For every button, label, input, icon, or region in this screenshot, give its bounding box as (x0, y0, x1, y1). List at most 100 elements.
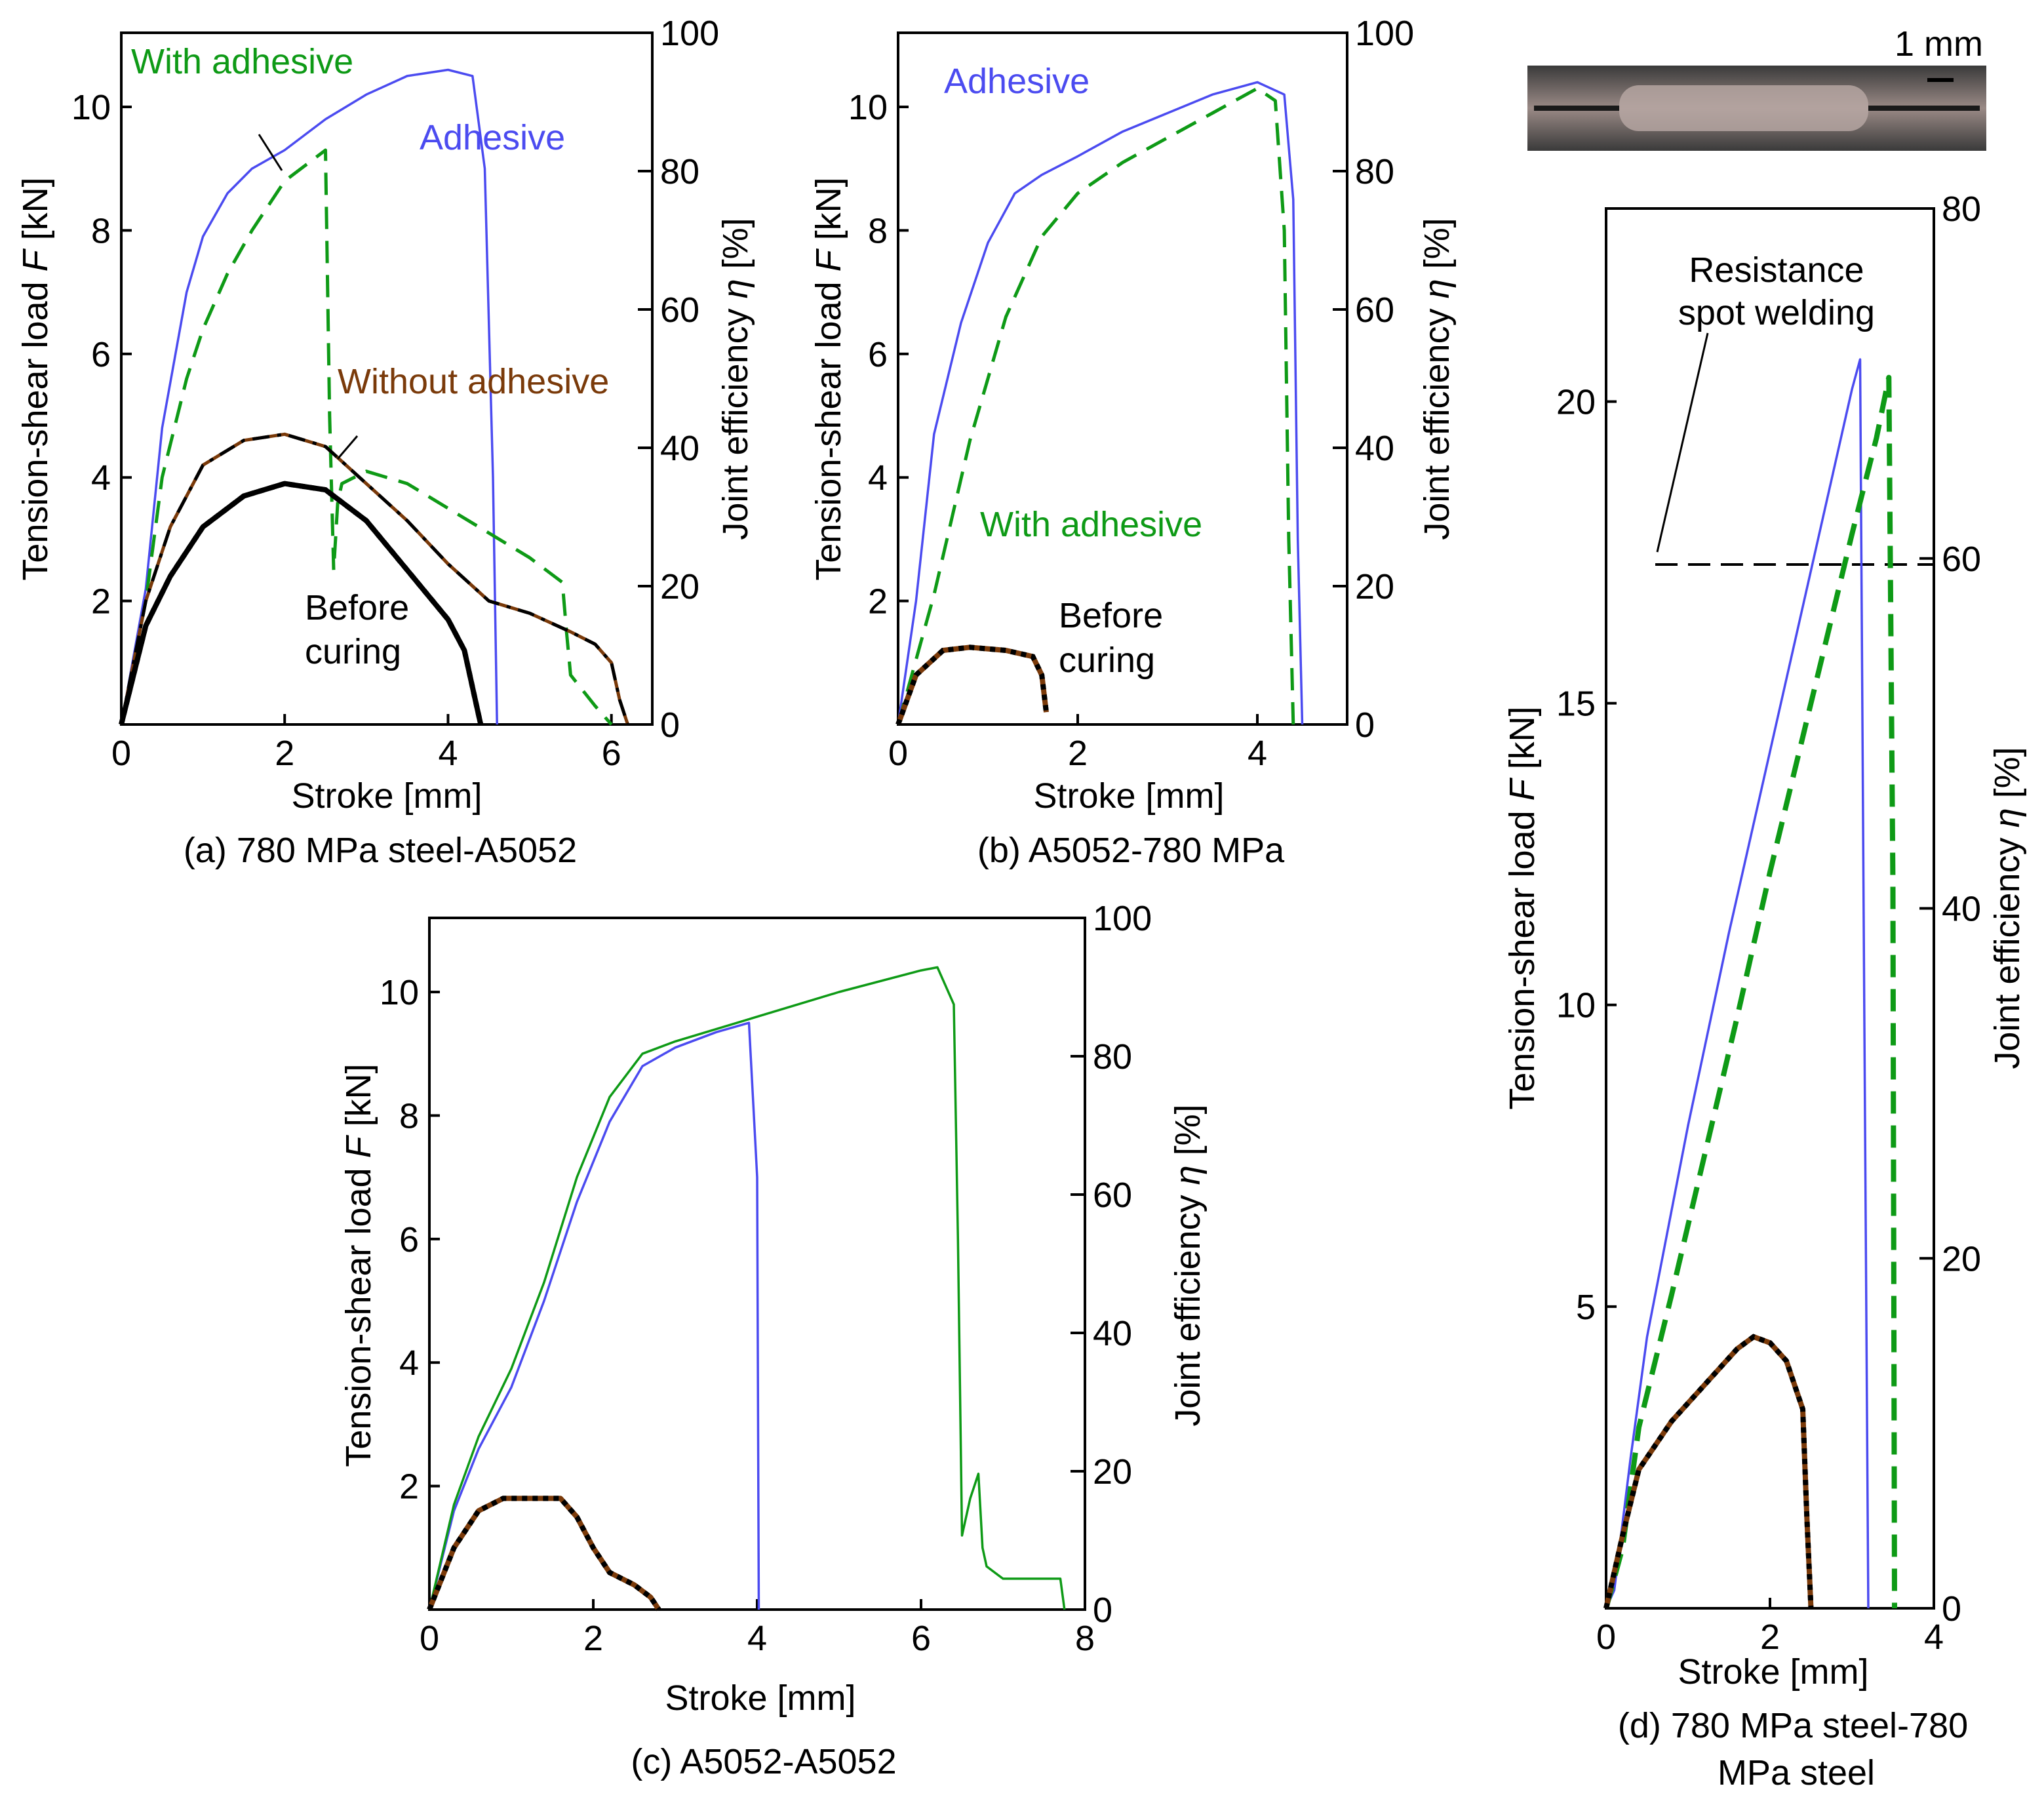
chart-c-y2tick-label: 100 (1093, 899, 1152, 938)
chart-a-xtick-label: 4 (438, 734, 458, 773)
chart-d-series-blue (1605, 358, 1870, 1609)
chart-a-y2tick-label: 20 (660, 567, 699, 606)
chart-a-ylabel: Tension-shear load F [kN] (16, 177, 55, 580)
chart-c-y2tick-label: 20 (1093, 1452, 1132, 1492)
chart-a-y2tick-label: 100 (660, 14, 719, 53)
chart-b-y2label: Joint efficiency η [%] (1417, 218, 1457, 540)
chart-d: 1 mm 0 2 4 5 10 15 20 0 20 40 60 80 Resistance spot… (1503, 24, 2027, 1793)
chart-a-xlabel: Stroke [mm] (291, 776, 482, 816)
chart-a-series-adhesive (120, 68, 498, 725)
chart-c-xtick-label: 8 (1075, 1619, 1095, 1658)
chart-c-y2label: Joint efficiency η [%] (1168, 1104, 1208, 1426)
chart-a-annotation-without-adhesive: Without adhesive (338, 362, 609, 401)
chart-b-annotation-curing: curing (1059, 641, 1155, 680)
chart-a-xtick-label: 6 (602, 734, 621, 773)
chart-c-caption: (c) A5052-A5052 (631, 1742, 896, 1781)
chart-c-xtick-label: 0 (420, 1619, 439, 1658)
chart-b-series-adhesive (897, 81, 1304, 725)
chart-a-ytick-label: 2 (91, 582, 111, 622)
chart-d-ytick-label: 5 (1576, 1288, 1596, 1327)
chart-d-y2tick-label: 80 (1942, 189, 1981, 229)
chart-c-xtick-label: 6 (911, 1619, 931, 1658)
chart-c-series-green (428, 966, 1066, 1610)
chart-d-reference-label-line1: Resistance (1689, 250, 1864, 290)
chart-d-y2label: Joint efficiency η [%] (1988, 747, 2027, 1069)
chart-b-series-with-adhesive (896, 87, 1295, 725)
chart-b-xtick-label: 0 (888, 734, 908, 773)
chart-c-series-blue (428, 1021, 760, 1610)
chart-b-y2tick-label: 0 (1355, 705, 1375, 745)
chart-b-y2tick-label: 20 (1355, 567, 1394, 606)
chart-b-annotation-before: Before (1059, 596, 1163, 635)
chart-a-annotation-with-adhesive: With adhesive (131, 42, 353, 81)
chart-a-caption: (a) 780 MPa steel-A5052 (184, 831, 577, 870)
chart-d-y2tick-label: 60 (1942, 540, 1981, 579)
chart-a-annotation-curing: curing (305, 632, 401, 671)
chart-d-caption-line1: (d) 780 MPa steel-780 (1618, 1706, 1968, 1745)
chart-b-ytick-label: 8 (868, 211, 888, 250)
chart-a-leader-with-adhesive (258, 134, 283, 171)
chart-b-ytick-label: 4 (868, 458, 888, 498)
chart-d-reference-leader (1656, 332, 1709, 553)
chart-a-xtick-label: 0 (111, 734, 131, 773)
chart-b-series-before-curing-underlay (895, 644, 1049, 726)
chart-d-frame (1605, 207, 1935, 1610)
chart-c-ylabel: Tension-shear load F [kN] (339, 1063, 378, 1467)
chart-d-caption-line2: MPa steel (1718, 1753, 1875, 1793)
chart-b-y2tick-label: 60 (1355, 290, 1394, 330)
chart-d-xlabel: Stroke [mm] (1678, 1652, 1868, 1692)
chart-b-y2tick-label: 80 (1355, 152, 1394, 191)
chart-a-y2label: Joint efficiency η [%] (716, 218, 755, 540)
chart-a-leader-without-adhesive (336, 435, 359, 460)
chart-d-ytick-label: 20 (1556, 382, 1596, 422)
chart-a-y2tick-label: 60 (660, 290, 699, 330)
chart-d-xtick-label: 0 (1596, 1617, 1616, 1657)
chart-b-frame (897, 31, 1348, 726)
chart-a-series-before-curing (119, 481, 484, 725)
chart-a-series-without-adhesive (119, 432, 629, 725)
chart-c-y2tick-label: 40 (1093, 1314, 1132, 1353)
chart-a-ytick-label: 10 (71, 88, 111, 127)
chart-b-ytick-label: 10 (848, 88, 888, 127)
chart-a-annotation-adhesive: Adhesive (420, 118, 565, 157)
chart-d-y2tick-label: 0 (1942, 1589, 1961, 1629)
chart-a-ytick-label: 8 (91, 211, 111, 250)
chart-b-xtick-label: 4 (1248, 734, 1267, 773)
chart-b-annotation-adhesive: Adhesive (944, 62, 1090, 101)
chart-d-xtick-label: 4 (1924, 1617, 1944, 1657)
chart-d-series-before-curing (1603, 1334, 1814, 1609)
chart-a-ytick-label: 4 (91, 458, 111, 498)
chart-a-xtick-label: 2 (275, 734, 294, 773)
weld-nugget-shape (1619, 85, 1868, 131)
chart-c-series-before-curing-underlay (427, 1496, 661, 1612)
chart-c-xtick-label: 4 (747, 1619, 767, 1658)
chart-c-y2tick-label: 80 (1093, 1037, 1132, 1077)
photo-scale-label: 1 mm (1895, 24, 1983, 64)
chart-b-xtick-label: 2 (1068, 734, 1088, 773)
chart-c-xtick-label: 2 (583, 1619, 603, 1658)
chart-a-annotation-before: Before (305, 588, 409, 627)
chart-d-xtick-label: 2 (1760, 1617, 1780, 1657)
chart-a-y2tick-label: 0 (660, 705, 680, 745)
chart-d-ytick-label: 15 (1556, 684, 1596, 724)
chart-b-series-before-curing (895, 644, 1049, 726)
chart-c-y2tick-label: 60 (1093, 1176, 1132, 1215)
chart-b-y2tick-label: 40 (1355, 429, 1394, 468)
chart-c-ytick-label: 6 (399, 1220, 419, 1259)
chart-c-ytick-label: 2 (399, 1467, 419, 1507)
chart-b-xlabel: Stroke [mm] (1033, 776, 1224, 816)
chart-c-ytick-label: 4 (399, 1343, 419, 1383)
chart-a-series-with-adhesive (119, 148, 613, 726)
chart-a-ytick-label: 6 (91, 335, 111, 374)
chart-b-caption: (b) A5052-780 MPa (977, 831, 1285, 870)
chart-c-y2tick-label: 0 (1093, 1591, 1112, 1630)
chart-b-y2tick-label: 100 (1355, 14, 1414, 53)
chart-c-ytick-label: 8 (399, 1096, 419, 1136)
chart-b-ylabel: Tension-shear load F [kN] (809, 177, 848, 580)
chart-d-reference-label-line2: spot welding (1678, 293, 1875, 332)
chart-a-y2tick-label: 80 (660, 152, 699, 191)
